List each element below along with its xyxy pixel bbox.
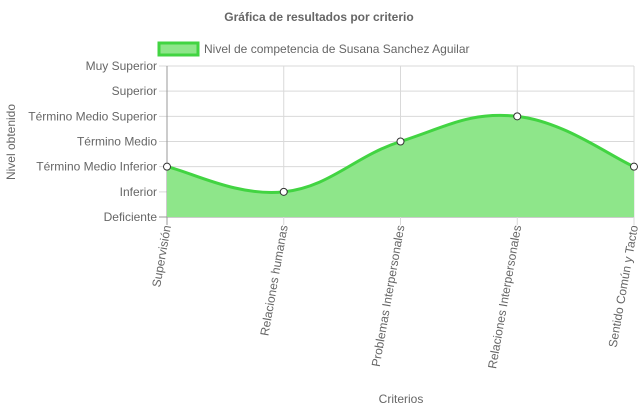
legend-swatch	[157, 41, 200, 57]
y-axis-ticks: Deficiente Inferior Término Medio Inferior…	[28, 59, 157, 224]
y-tick-label: Deficiente	[104, 210, 158, 224]
x-tick-label: Problemas Interpersonales	[369, 224, 408, 368]
x-tick-label: Supervisión	[149, 224, 174, 288]
y-tick-label: Término Medio Superior	[28, 109, 157, 123]
data-point[interactable]	[396, 137, 405, 146]
y-tick-label: Término Medio Inferior	[36, 160, 157, 174]
legend-label: Nivel de competencia de Susana Sanchez A…	[204, 42, 470, 56]
x-axis-label: Criterios	[379, 392, 424, 406]
x-tick-label: Relaciones humanas	[257, 224, 290, 337]
legend[interactable]: Nivel de competencia de Susana Sanchez A…	[157, 41, 470, 57]
y-tick-label: Muy Superior	[86, 59, 157, 73]
y-tick-label: Superior	[112, 84, 157, 98]
x-axis-ticks: Supervisión Relaciones humanas Problemas I…	[149, 224, 639, 370]
data-point[interactable]	[513, 112, 522, 121]
x-tick-label: Sentido Común y Tacto	[606, 224, 639, 349]
data-point[interactable]	[163, 162, 171, 171]
y-tick-label: Término Medio	[77, 135, 157, 149]
x-tick-label: Relaciones Interpersonales	[485, 224, 524, 370]
y-axis-label: Nivel obtenido	[4, 104, 18, 180]
y-tick-label: Inferior	[120, 185, 157, 199]
chart-title: Gráfica de resultados por criterio	[224, 10, 413, 24]
series-area	[167, 115, 634, 217]
data-point[interactable]	[630, 162, 638, 171]
data-point[interactable]	[279, 187, 288, 196]
plot-area	[163, 112, 638, 217]
